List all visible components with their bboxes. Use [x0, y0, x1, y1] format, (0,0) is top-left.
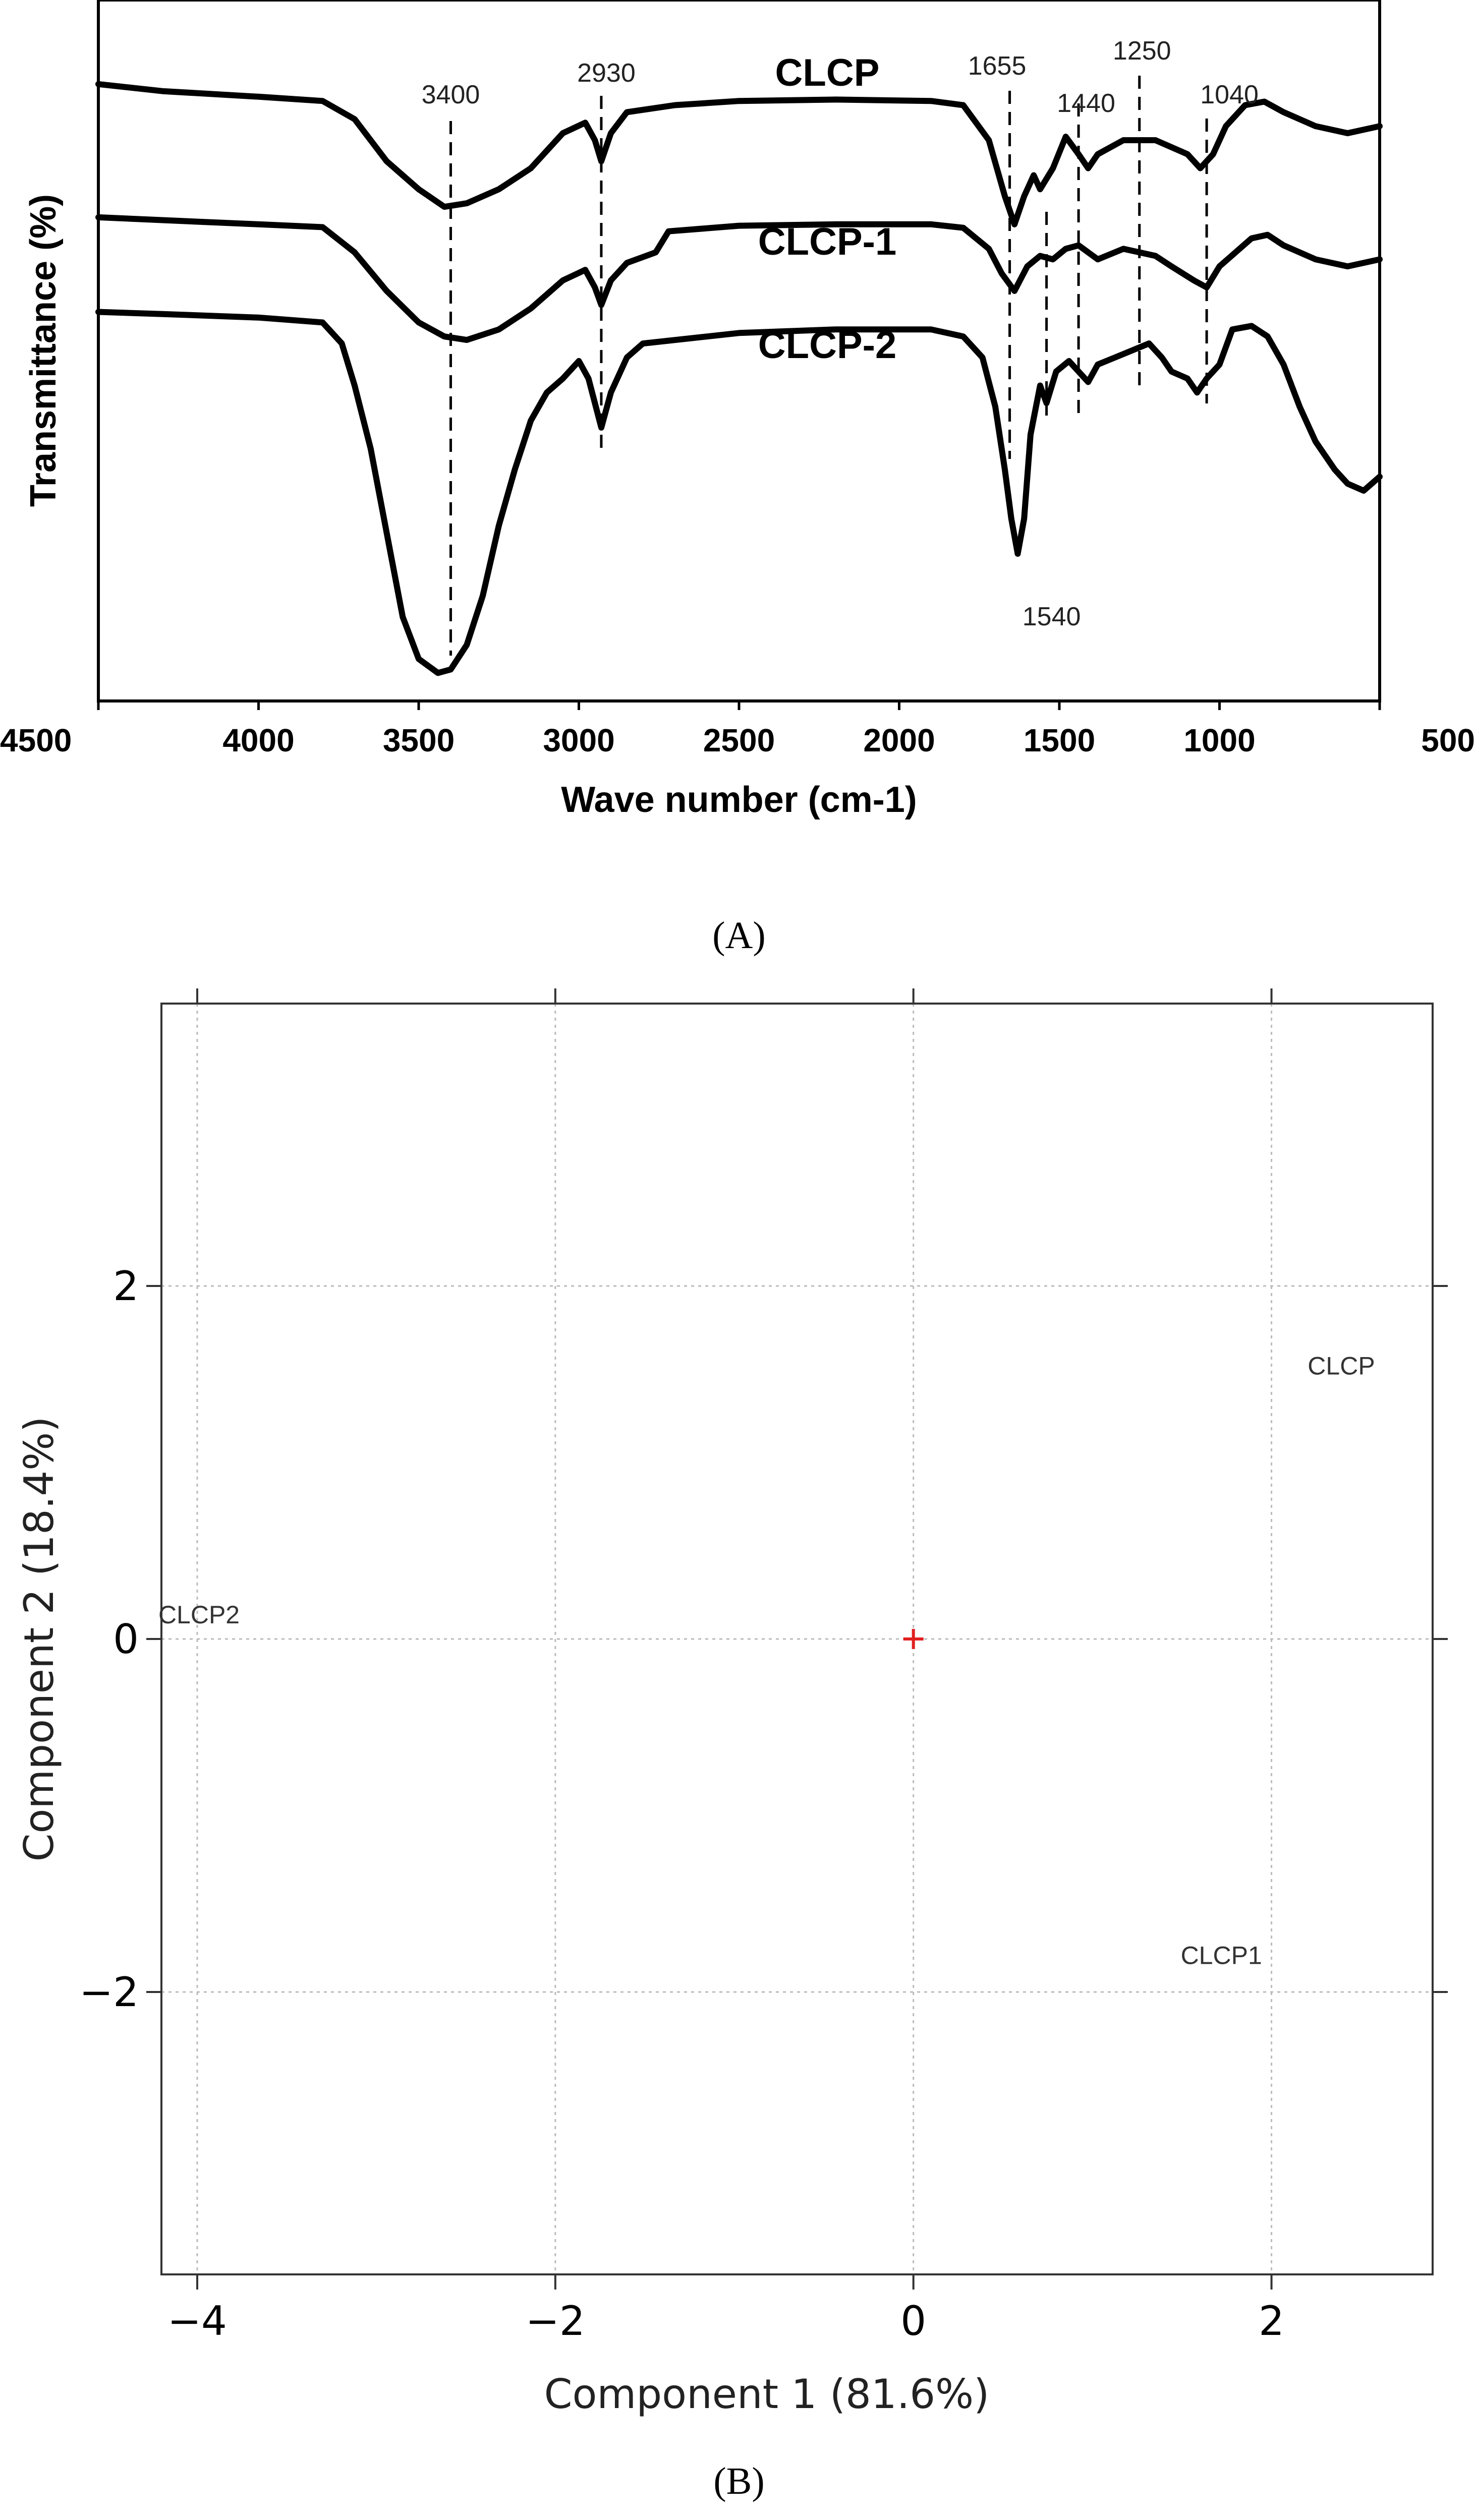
panel-b-label: (B) — [713, 2460, 764, 2502]
pca-point-label: CLCP — [1308, 1352, 1375, 1380]
ftir-peak-label: 1440 — [1057, 89, 1115, 118]
ftir-series-line-clcp — [95, 81, 1383, 227]
ftir-x-tick-label: 1000 — [1183, 722, 1255, 758]
pca-points: CLCP CLCP1 CLCP2 — [158, 1352, 1375, 1970]
ftir-x-axis-title: Wave number (cm-1) — [561, 780, 917, 820]
pca-x-tick-label: 0 — [900, 2298, 926, 2345]
ftir-series-labels: CLCP CLCP-1 CLCP-2 — [758, 51, 896, 367]
ftir-chart: 4500 4000 3500 3000 2500 2000 1500 1000 500 3400… — [0, 0, 1475, 957]
panel-a-label: (A) — [712, 914, 766, 957]
ftir-x-tick-label: 3000 — [543, 722, 614, 758]
ftir-series-label: CLCP-2 — [758, 324, 896, 367]
ftir-x-tick-label: 2000 — [863, 722, 935, 758]
ftir-peak-label: 1540 — [1023, 602, 1081, 631]
pca-point-label: CLCP2 — [158, 1601, 240, 1629]
ftir-plot-frame — [97, 0, 1381, 702]
pca-y-axis-title: Component 2 (18.4%) — [16, 1417, 63, 1862]
ftir-peak-label: 3400 — [422, 80, 480, 109]
ftir-peak-label: 2930 — [577, 58, 636, 88]
ftir-series-line-clcp-1 — [95, 214, 1383, 343]
pca-y-tick-label: −2 — [79, 1969, 139, 2016]
pca-y-tick-label: 0 — [113, 1616, 139, 1663]
pca-chart: −4 −2 0 2 −2 0 2 CLCP CLCP1 CLCP2 Component 1 (8… — [16, 988, 1448, 2502]
ftir-peak-labels: 3400 2930 1655 1540 1440 1250 1040 — [422, 36, 1259, 631]
pca-x-tick-label: −2 — [526, 2298, 585, 2345]
ftir-peak-label: 1040 — [1200, 80, 1259, 109]
ftir-x-tick-label: 4500 — [0, 722, 72, 758]
ftir-series-lines — [95, 81, 1383, 676]
ftir-peak-label: 1655 — [968, 51, 1027, 81]
pca-x-tick-label: 2 — [1259, 2298, 1284, 2345]
ftir-x-ticks: 4500 4000 3500 3000 2500 2000 1500 1000 500 — [0, 701, 1475, 758]
pca-y-tick-label: 2 — [113, 1263, 139, 1310]
pca-ticks: −4 −2 0 2 −2 0 2 — [79, 988, 1448, 2345]
ftir-series-label: CLCP — [775, 51, 880, 94]
ftir-x-tick-label: 500 — [1421, 722, 1475, 758]
ftir-x-tick-label: 3500 — [383, 722, 455, 758]
ftir-y-axis-title: Transmittance (%) — [23, 194, 64, 507]
ftir-x-tick-label: 1500 — [1024, 722, 1095, 758]
pca-x-axis-title: Component 1 (81.6%) — [544, 2371, 990, 2418]
pca-origin-marker — [903, 1629, 924, 1649]
pca-x-tick-label: −4 — [167, 2298, 227, 2345]
ftir-x-tick-label: 2500 — [703, 722, 775, 758]
ftir-series-label: CLCP-1 — [758, 220, 896, 263]
ftir-peak-label: 1250 — [1113, 36, 1171, 66]
ftir-series-line-clcp-2 — [95, 309, 1383, 676]
pca-point-label: CLCP1 — [1181, 1942, 1262, 1970]
ftir-x-tick-label: 4000 — [222, 722, 294, 758]
pca-grid — [161, 1004, 1433, 2274]
